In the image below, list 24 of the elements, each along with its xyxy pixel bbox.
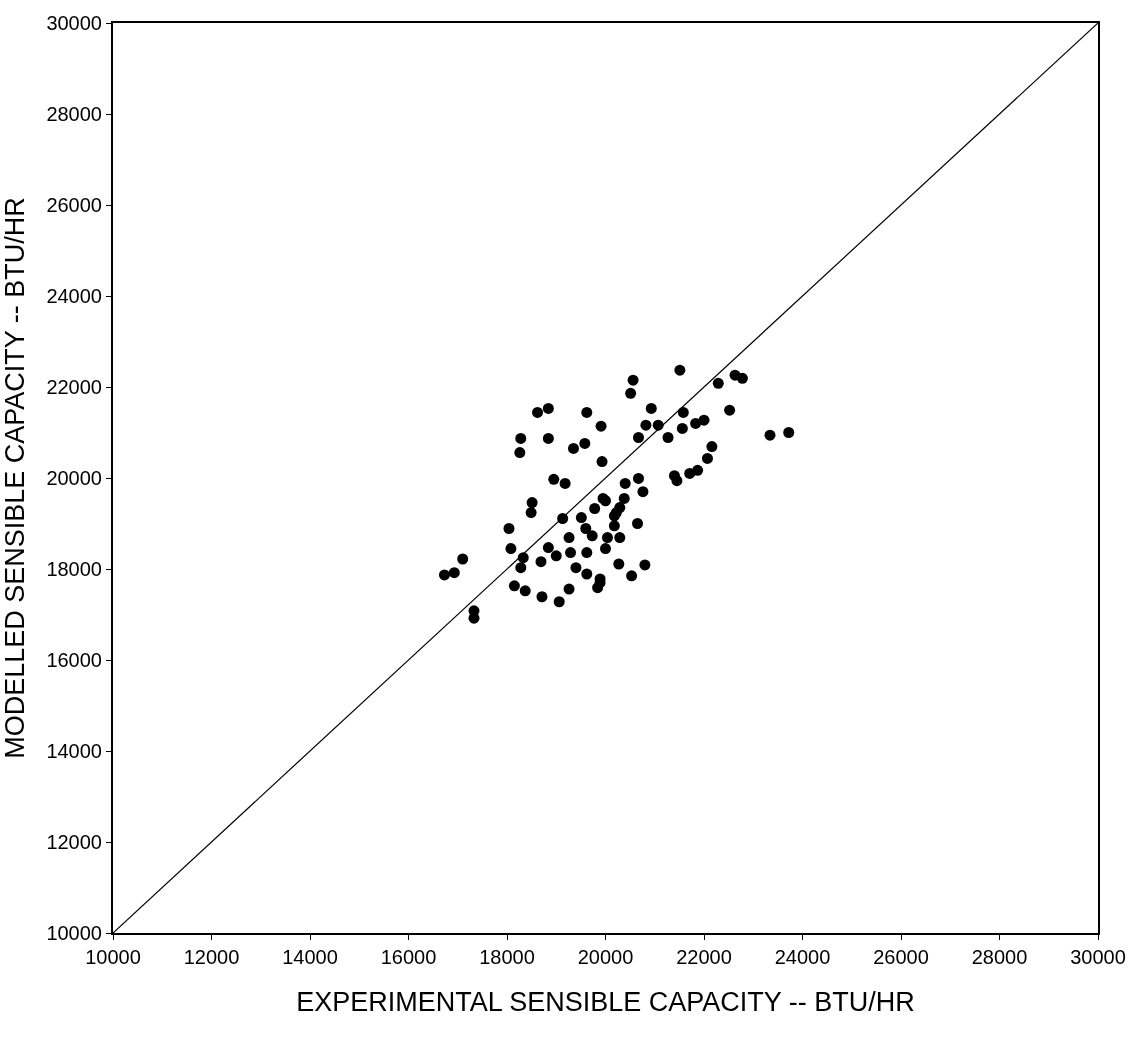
y-tick-label: 10000 [46,922,102,944]
y-tick-label: 20000 [46,467,102,489]
y-tick-label: 22000 [46,376,102,398]
y-tick-label: 18000 [46,558,102,580]
x-tick-label: 20000 [577,946,634,968]
y-tick-label: 16000 [46,649,102,671]
x-tick-label: 26000 [873,946,929,968]
x-tick-label: 14000 [282,946,338,968]
x-tick-label: 28000 [971,946,1028,968]
y-axis-title: MODELLED SENSIBLE CAPACITY -- BTU/HR [0,197,30,759]
x-tick-label: 16000 [380,946,437,968]
y-tick-label: 24000 [46,285,102,307]
x-tick-label: 18000 [479,946,535,968]
x-axis-title: EXPERIMENTAL SENSIBLE CAPACITY -- BTU/HR [296,986,915,1017]
x-tick-label: 10000 [85,946,141,968]
y-tick-label: 30000 [46,12,102,34]
y-tick-label: 26000 [46,194,102,216]
x-tick-label: 30000 [1070,946,1126,968]
y-tick-label: 28000 [46,103,102,125]
x-tick-label: 24000 [774,946,831,968]
x-tick-label: 12000 [183,946,240,968]
x-tick-label: 22000 [676,946,732,968]
y-tick-label: 14000 [46,740,102,762]
y-tick-label: 12000 [46,831,102,853]
